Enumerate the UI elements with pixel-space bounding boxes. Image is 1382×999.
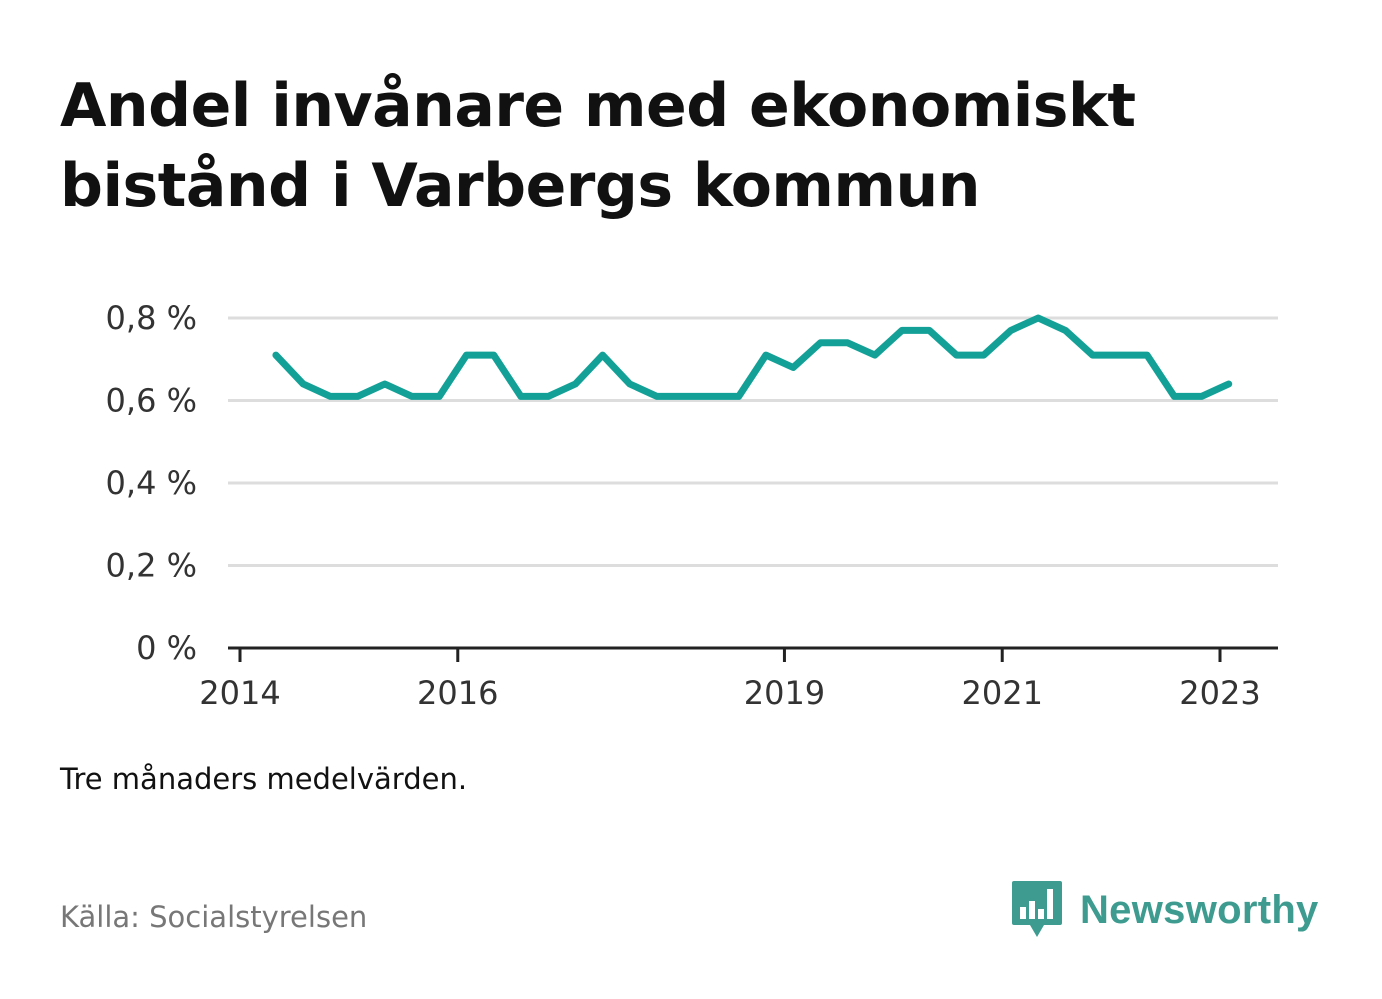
x-axis-ticks: 2014 2016 2019 2021 2023 (199, 648, 1261, 712)
line-chart: 0 % 0,2 % 0,4 % 0,6 % 0,8 % 2014 2016 2019 2021… (106, 299, 1278, 712)
y-tick-label: 0,8 % (106, 299, 197, 337)
y-tick-label: 0,2 % (106, 547, 197, 585)
brand-logo[interactable]: Newsworthy (1010, 878, 1319, 942)
data-points (275, 317, 1229, 397)
chart-title: Andel invånare med ekonomiskt bistånd i … (60, 66, 1320, 226)
chart-note: Tre månaders medelvärden. (60, 762, 468, 796)
chart-title-line-1: Andel invånare med ekonomiskt (60, 71, 1136, 141)
bar-chart-speech-bubble-icon (1012, 881, 1062, 937)
x-tick-label: 2021 (962, 674, 1043, 712)
x-tick-label: 2016 (417, 674, 498, 712)
y-tick-label: 0 % (136, 629, 197, 667)
source-label: Källa: Socialstyrelsen (60, 900, 368, 934)
x-tick-label: 2014 (199, 674, 280, 712)
chart-title-line-2: bistånd i Varbergs kommun (60, 151, 980, 221)
x-tick-label: 2019 (744, 674, 825, 712)
y-tick-label: 0,4 % (106, 464, 197, 502)
series-line (272, 314, 1233, 400)
y-tick-label: 0,6 % (106, 382, 197, 420)
gridlines (228, 316, 1278, 567)
x-tick-label: 2023 (1179, 674, 1260, 712)
brand-name: Newsworthy (1080, 887, 1319, 932)
y-axis-ticks: 0 % 0,2 % 0,4 % 0,6 % 0,8 % (106, 299, 197, 667)
